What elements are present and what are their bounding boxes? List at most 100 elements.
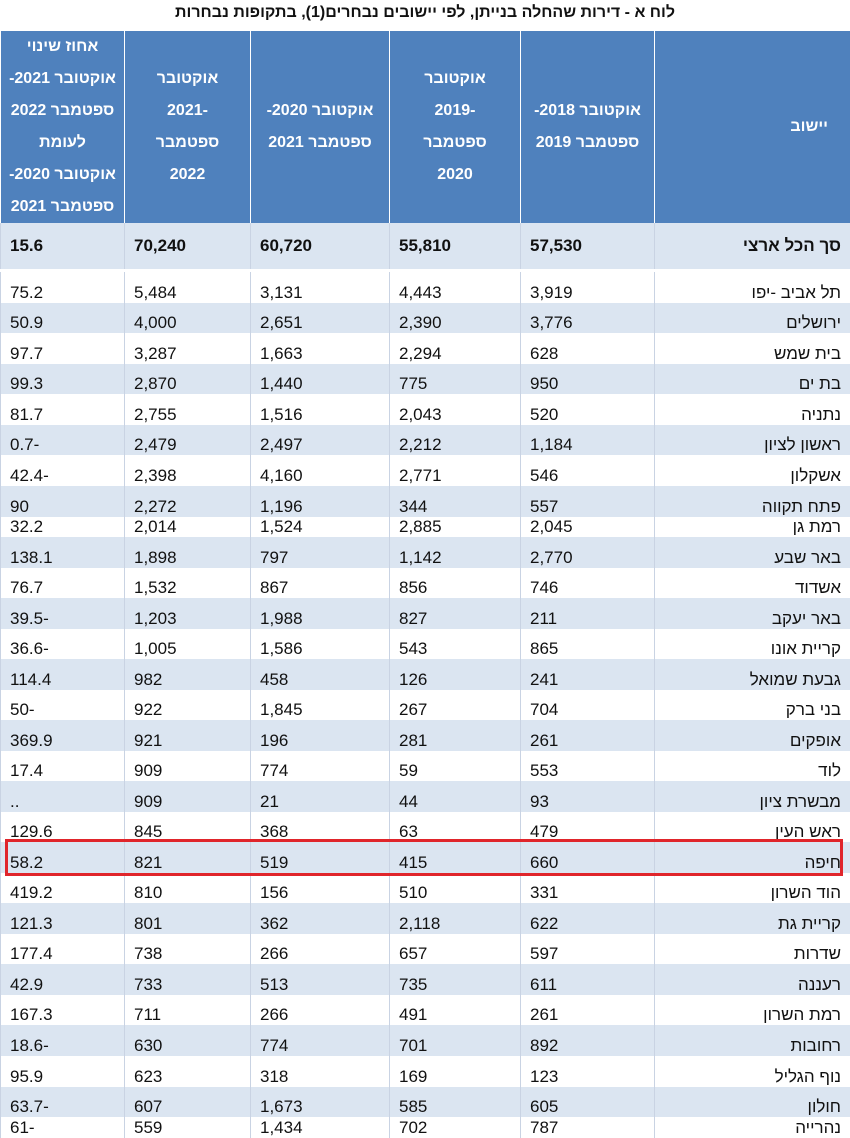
period-1-cell: 546 (521, 455, 655, 486)
period-3-cell: 774 (251, 1025, 390, 1056)
period-2-cell: 856 (390, 568, 521, 598)
total-period-4: 70,240 (125, 223, 251, 269)
period-4-cell: 1,898 (125, 537, 251, 568)
period-2-cell: 510 (390, 873, 521, 903)
settlement-cell: באר יעקב (655, 598, 850, 629)
period-2-cell: 344 (390, 486, 521, 517)
period-2-cell: 44 (390, 781, 521, 812)
period-4-cell: 2,398 (125, 455, 251, 486)
period-4-cell: 3,287 (125, 333, 251, 364)
settlement-cell: אופקים (655, 720, 850, 751)
period-3-cell: 4,160 (251, 455, 390, 486)
total-label: סך הכל ארצי (655, 223, 850, 269)
period-2-cell: 2,118 (390, 903, 521, 934)
period-3-cell: 519 (251, 842, 390, 873)
period-2-cell: 63 (390, 812, 521, 842)
period-3-cell: 362 (251, 903, 390, 934)
settlement-cell: תל אביב -יפו (655, 272, 850, 303)
period-3-cell: 2,651 (251, 303, 390, 333)
percent-change-cell: 95.9 (1, 1056, 125, 1087)
percent-change-cell: 75.2 (1, 272, 125, 303)
period-1-cell: 261 (521, 720, 655, 751)
period-1-cell: 628 (521, 333, 655, 364)
header-settlement: יישוב (655, 31, 850, 223)
total-row: סך הכל ארצי 57,530 55,810 60,720 70,240 … (1, 223, 850, 269)
period-2-cell: 2,043 (390, 394, 521, 425)
settlement-cell: חיפה (655, 842, 850, 873)
period-2-cell: 585 (390, 1087, 521, 1117)
period-4-cell: 711 (125, 995, 251, 1025)
period-2-cell: 281 (390, 720, 521, 751)
period-2-cell: 735 (390, 964, 521, 995)
period-4-cell: 2,014 (125, 517, 251, 537)
settlement-cell: נוף הגליל (655, 1056, 850, 1087)
settlement-cell: רחובות (655, 1025, 850, 1056)
period-1-cell: 704 (521, 690, 655, 720)
period-2-cell: 491 (390, 995, 521, 1025)
period-1-cell: 597 (521, 934, 655, 964)
period-2-cell: 827 (390, 598, 521, 629)
period-1-cell: 660 (521, 842, 655, 873)
period-1-cell: 241 (521, 659, 655, 690)
period-2-cell: 415 (390, 842, 521, 873)
period-1-cell: 787 (521, 1117, 655, 1138)
total-percent-change: 15.6 (1, 223, 125, 269)
period-1-cell: 93 (521, 781, 655, 812)
period-3-cell: 513 (251, 964, 390, 995)
percent-change-cell: 90 (1, 486, 125, 517)
period-3-cell: 2,497 (251, 425, 390, 455)
percent-change-cell: 32.2 (1, 517, 125, 537)
settlement-cell: פתח תקווה (655, 486, 850, 517)
period-2-cell: 701 (390, 1025, 521, 1056)
period-2-cell: 59 (390, 751, 521, 781)
period-2-cell: 2,294 (390, 333, 521, 364)
period-3-cell: 774 (251, 751, 390, 781)
period-4-cell: 821 (125, 842, 251, 873)
period-4-cell: 810 (125, 873, 251, 903)
period-3-cell: 1,434 (251, 1117, 390, 1138)
period-1-cell: 553 (521, 751, 655, 781)
percent-change-cell: -39.5 (1, 598, 125, 629)
percent-change-cell: .. (1, 781, 125, 812)
percent-change-cell: 17.4 (1, 751, 125, 781)
period-4-cell: 2,870 (125, 364, 251, 394)
period-4-cell: 1,532 (125, 568, 251, 598)
period-3-cell: 458 (251, 659, 390, 690)
settlement-cell: ראש העין (655, 812, 850, 842)
period-4-cell: 1,203 (125, 598, 251, 629)
percent-change-cell: 129.6 (1, 812, 125, 842)
period-2-cell: 702 (390, 1117, 521, 1138)
settlement-cell: נהרייה (655, 1117, 850, 1138)
period-3-cell: 1,845 (251, 690, 390, 720)
settlement-cell: אשדוד (655, 568, 850, 598)
header-period-1: אוקטובר 2018-ספטמבר 2019 (521, 31, 655, 223)
period-3-cell: 1,524 (251, 517, 390, 537)
period-1-cell: 3,919 (521, 272, 655, 303)
percent-change-cell: -50 (1, 690, 125, 720)
total-period-3: 60,720 (251, 223, 390, 269)
percent-change-cell: 76.7 (1, 568, 125, 598)
period-4-cell: 982 (125, 659, 251, 690)
percent-change-cell: 121.3 (1, 903, 125, 934)
period-1-cell: 605 (521, 1087, 655, 1117)
percent-change-cell: -63.7 (1, 1087, 125, 1117)
period-4-cell: 4,000 (125, 303, 251, 333)
settlement-cell: בת ים (655, 364, 850, 394)
period-3-cell: 368 (251, 812, 390, 842)
